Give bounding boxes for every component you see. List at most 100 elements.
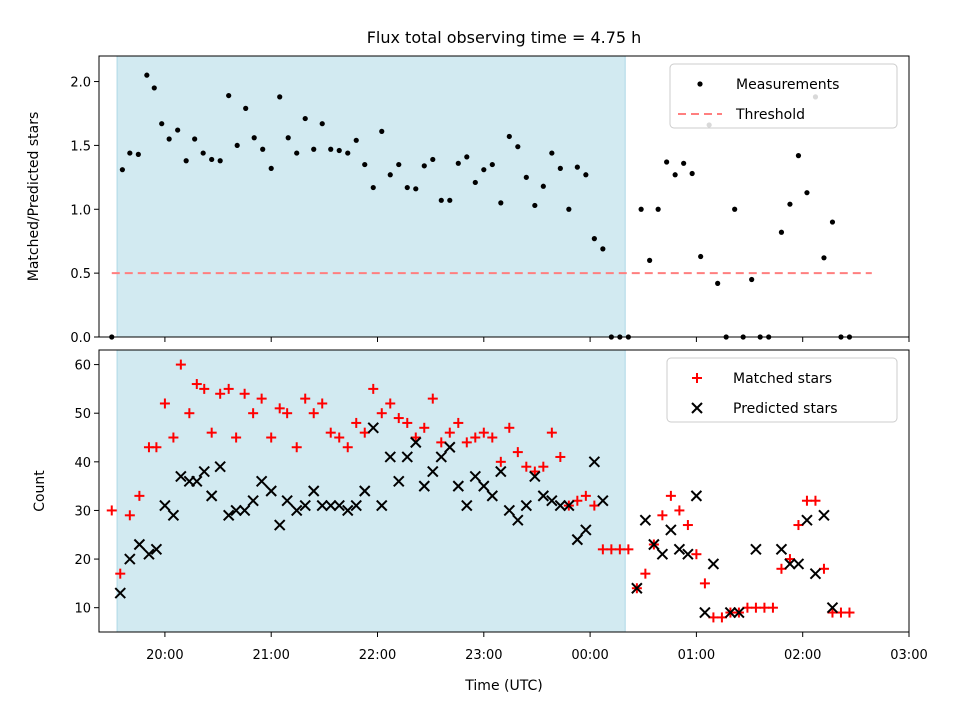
matched-star-point — [487, 432, 498, 443]
measurement-point — [481, 167, 487, 173]
predicted-star-point — [238, 504, 251, 517]
top-panel-frame — [98, 55, 910, 338]
predicted-star-point — [124, 553, 136, 565]
y-tick-label: 0.0 — [70, 331, 91, 346]
measurement-point — [638, 206, 644, 212]
measurement-point — [523, 174, 529, 180]
top-y-axis: 0.0 0.5 1.0 1.5 2.0 — [70, 76, 99, 346]
measurement-point — [455, 160, 461, 166]
legend-box — [666, 357, 898, 423]
predicted-star-point — [809, 567, 822, 580]
predicted-star-point — [435, 451, 447, 463]
x-axis-label: Time (UTC) — [464, 678, 542, 694]
matched-star-point — [461, 437, 472, 448]
measurement-point — [583, 172, 589, 178]
matched-star-point — [716, 612, 727, 623]
measurement-point — [591, 236, 597, 242]
predicted-star-point — [597, 495, 609, 507]
predicted-star-point — [350, 499, 362, 512]
x-tick-label: 00:00 — [571, 648, 608, 663]
measurement-point — [732, 206, 738, 212]
predicted-star-point — [452, 480, 464, 492]
predicted-star-point — [580, 524, 592, 536]
y-tick-label: 50 — [74, 407, 91, 422]
measurement-point — [159, 121, 165, 127]
predicted-star-point — [469, 470, 482, 483]
predicted-star-point — [690, 490, 703, 502]
legend-marker-matched — [692, 373, 702, 383]
legend-label: Predicted stars — [733, 401, 838, 417]
matched-star-point — [504, 422, 515, 433]
predicted-star-point — [665, 524, 677, 536]
predicted-star-point — [198, 465, 210, 478]
measurement-point — [370, 184, 376, 191]
measurement-point — [268, 165, 274, 171]
predicted-star-point — [342, 504, 354, 517]
measurement-point — [795, 153, 802, 159]
measurement-point — [557, 165, 563, 171]
measurement-point — [135, 151, 141, 157]
measurement-point — [217, 158, 223, 164]
top-x-ticks — [164, 337, 910, 342]
matched-star-point — [334, 432, 345, 443]
matched-star-point — [793, 520, 804, 531]
measurement-point — [234, 142, 240, 149]
measurement-point — [345, 150, 351, 156]
measurement-point — [362, 161, 368, 168]
predicted-star-point — [656, 548, 669, 560]
measurement-point — [251, 135, 257, 141]
matched-star-point — [776, 563, 787, 574]
predicted-star-point — [682, 548, 694, 560]
measurement-point — [464, 154, 470, 160]
measurement-point — [294, 150, 300, 156]
predicted-star-point — [167, 509, 180, 522]
matched-star-point — [231, 432, 242, 443]
predicted-star-point — [376, 499, 388, 512]
x-tick-label: 21:00 — [252, 648, 289, 663]
measurement-point — [689, 170, 695, 177]
predicted-star-point — [393, 475, 405, 487]
matched-star-point — [325, 427, 336, 438]
matched-star-point — [419, 422, 430, 433]
matched-star-point — [674, 505, 685, 516]
matched-star-point — [665, 490, 676, 501]
measurement-point — [151, 85, 157, 91]
legend-label: Threshold — [735, 107, 805, 123]
measurement-point — [566, 206, 572, 212]
measurement-point — [540, 183, 546, 189]
predicted-star-point — [588, 456, 601, 468]
matched-star-point — [248, 408, 259, 419]
matched-star-point — [444, 427, 455, 438]
predicted-star-point — [291, 504, 303, 517]
predicted-star-point — [520, 499, 533, 512]
predicted-star-point — [733, 606, 745, 619]
predicted-star-point — [818, 509, 830, 522]
x-tick-label: 01:00 — [678, 648, 715, 663]
matched-star-point — [555, 451, 566, 462]
matched-star-point — [708, 612, 719, 623]
measurement-point — [655, 206, 661, 212]
matched-star-point — [184, 408, 195, 419]
predicted-star-point — [114, 587, 126, 599]
matched-star-point — [640, 568, 651, 579]
matched-star-point — [256, 393, 267, 404]
predicted-star-point — [175, 470, 187, 483]
matched-star-point — [495, 456, 506, 467]
predicted-star-point — [512, 514, 524, 526]
predicted-star-point — [308, 485, 320, 497]
predicted-star-point — [410, 436, 422, 449]
matched-star-point — [614, 544, 625, 555]
matched-star-point — [317, 398, 328, 409]
predicted-star-point — [461, 499, 473, 512]
measurement-point — [506, 133, 512, 140]
measurement-point — [515, 144, 521, 150]
predicted-star-point — [563, 499, 575, 512]
predicted-star-point — [299, 499, 311, 512]
measurement-point — [285, 135, 291, 141]
matched-star-point — [529, 466, 540, 477]
measurement-point — [175, 127, 181, 133]
predicted-star-point — [418, 480, 430, 492]
predicted-star-point — [214, 460, 226, 473]
matched-star-point — [827, 607, 838, 618]
bottom-y-axis: 10 20 30 40 50 60 — [74, 359, 99, 617]
